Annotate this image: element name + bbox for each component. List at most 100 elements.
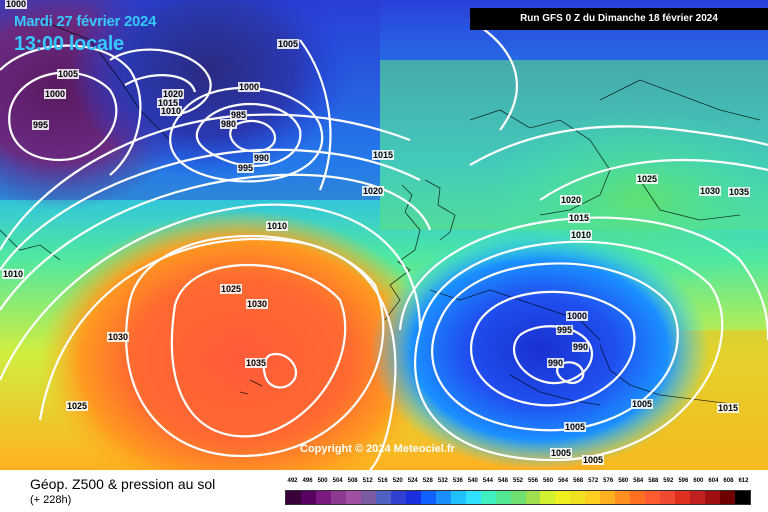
isobar-label-bg: [66, 401, 89, 411]
isobar-label: 1005: [632, 399, 652, 409]
isobar-label-bg: [699, 186, 722, 196]
isobar-label: 1005: [565, 422, 585, 432]
isobar-label: 1000: [567, 311, 587, 321]
legend-value: 600: [693, 478, 704, 484]
legend-value: 556: [528, 478, 539, 484]
isobar-label: 985: [231, 110, 246, 120]
isobar-label: 1010: [267, 221, 287, 231]
color-scale-swatch: [570, 491, 586, 504]
legend-value: 496: [302, 478, 313, 484]
legend-value: 532: [437, 478, 448, 484]
color-scale-swatch: [735, 491, 751, 504]
isobar-label: 995: [33, 120, 48, 130]
legend-value: 524: [407, 478, 418, 484]
isobar-label: 1000: [45, 89, 65, 99]
isobar-label-bg: [717, 403, 740, 413]
isobar-label-bg: [220, 119, 238, 129]
isobar-label: 1025: [637, 174, 657, 184]
legend-value: 604: [708, 478, 719, 484]
color-scale-swatch: [525, 491, 541, 504]
legend-value: 568: [573, 478, 584, 484]
color-scale-swatch: [390, 491, 406, 504]
color-scale-swatch: [480, 491, 496, 504]
isobar-label: 1025: [67, 401, 87, 411]
legend-value: 536: [452, 478, 463, 484]
model-run-info: Run GFS 0 Z du Dimanche 18 février 2024: [470, 8, 768, 30]
isobar-label-bg: [550, 448, 573, 458]
isobar-label-bg: [246, 299, 269, 309]
color-scale-swatch: [705, 491, 721, 504]
isobar-label: 1030: [700, 186, 720, 196]
isobar-label: 1005: [551, 448, 571, 458]
isobar-label: 1000: [6, 0, 26, 9]
isobar-label: 990: [254, 153, 269, 163]
isobar-label-bg: [253, 153, 271, 163]
isobar-label-bg: [237, 163, 255, 173]
legend-value: 508: [347, 478, 358, 484]
isobar-label: 1015: [718, 403, 738, 413]
legend-value: 552: [512, 478, 524, 484]
isobar-label: 1030: [108, 332, 128, 342]
forecast-date: Mardi 27 février 2024: [14, 13, 157, 30]
isobar-label-bg: [564, 422, 587, 432]
isobar-label-bg: [277, 39, 300, 49]
legend-value: 492: [287, 478, 298, 484]
isobar-label-bg: [582, 455, 605, 465]
legend-value: 504: [332, 478, 343, 484]
isobar-label-bg: [230, 110, 248, 120]
isobar-label: 1025: [221, 284, 241, 294]
isobar-label-bg: [245, 358, 268, 368]
legend-value: 560: [543, 478, 554, 484]
isobar-label: 995: [557, 325, 572, 335]
isobar-label-bg: [566, 311, 589, 321]
isobar-label-bg: [636, 174, 659, 184]
legend-values: 492 496 500 504 508 512 516 520 524 528 532 536 540 5…: [283, 478, 753, 488]
color-scale-swatch: [540, 491, 556, 504]
legend-value: 592: [663, 478, 674, 484]
isobar-label: 1035: [246, 358, 266, 368]
legend-value: 596: [678, 478, 689, 484]
isobar-label: 1020: [163, 89, 183, 99]
isobar-label: 1010: [161, 106, 181, 116]
color-scale-swatch: [690, 491, 706, 504]
isobar-label-bg: [572, 342, 590, 352]
isobar-label-bg: [362, 186, 385, 196]
legend-value: 500: [317, 478, 328, 484]
isobar-label-bg: [44, 89, 67, 99]
isobar-label-bg: [57, 69, 80, 79]
legend-value: 576: [603, 478, 614, 484]
isobar-label: 980: [221, 119, 236, 129]
legend-value: 584: [633, 478, 644, 484]
isobar-label: 1005: [583, 455, 603, 465]
forecast-local-time: 13:00 locale: [14, 33, 124, 55]
isobar-label-bg: [160, 106, 183, 116]
legend-value: 572: [588, 478, 599, 484]
legend-value: 608: [723, 478, 734, 484]
isobar-labels: 1000 1005 1005 1000 995 1020 1015 1010 1…: [2, 0, 751, 465]
color-scale-swatch: [420, 491, 436, 504]
color-scale-swatch: [555, 491, 571, 504]
color-scale-swatch: [495, 491, 511, 504]
legend-value: 520: [392, 478, 403, 484]
color-scale-swatch: [360, 491, 376, 504]
isobar-label-bg: [238, 82, 261, 92]
map-title: Géop. Z500 & pression au sol: [30, 476, 216, 492]
isobar-label-bg: [32, 120, 50, 130]
isobar-label: 1020: [561, 195, 581, 205]
color-scale-swatch: [675, 491, 691, 504]
isobar-label-bg: [162, 89, 185, 99]
isobar-label: 1010: [571, 230, 591, 240]
color-scale-swatch: [405, 491, 421, 504]
color-scale-swatch: [645, 491, 661, 504]
color-scale-swatch: [315, 491, 331, 504]
color-scale-swatch: [375, 491, 391, 504]
isobar-label: 1015: [373, 150, 393, 160]
isobar-label: 1020: [363, 186, 383, 196]
isobar-label: 1030: [247, 299, 267, 309]
isobar-label: 1010: [3, 269, 23, 279]
color-scale-swatch: [286, 491, 301, 504]
isobar-label-bg: [728, 187, 751, 197]
isobar-label-bg: [547, 358, 565, 368]
isobar-label-bg: [570, 230, 593, 240]
